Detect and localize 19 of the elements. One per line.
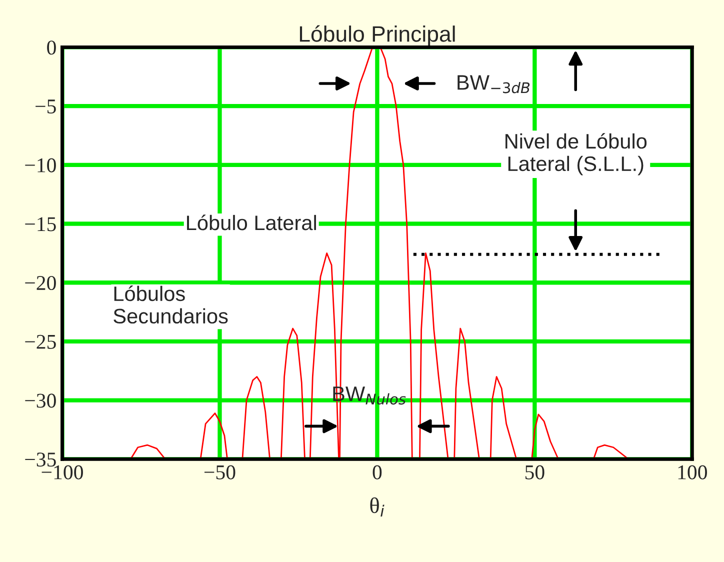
x-tick-label: 100	[678, 465, 707, 480]
annotation: Lóbulos Secundarios	[114, 286, 228, 324]
annotation: Nivel de Lóbulo Lateral (S.L.L.)	[506, 133, 647, 176]
chart-title: Lóbulo Principal	[300, 25, 455, 46]
x-tick-label: 0	[372, 465, 382, 480]
annotation: BW$_{−3dB}$	[458, 75, 530, 94]
annotation: Lóbulo Lateral	[187, 214, 316, 230]
x-axis-title: θ$_{i}$	[370, 497, 384, 517]
y-tick-label: −30	[25, 394, 56, 408]
y-tick-label: −5	[36, 100, 56, 114]
y-tick-label: −10	[25, 158, 56, 172]
y-tick-label: −25	[25, 334, 56, 349]
x-tick-label: −50	[204, 465, 236, 480]
x-tick-label: −100	[42, 465, 83, 480]
y-tick-label: −15	[25, 217, 56, 232]
y-tick-label: −20	[25, 276, 56, 290]
y-tick-label: −35	[25, 452, 56, 467]
x-tick-label: 50	[525, 465, 544, 480]
y-tick-label: 0	[47, 40, 56, 55]
